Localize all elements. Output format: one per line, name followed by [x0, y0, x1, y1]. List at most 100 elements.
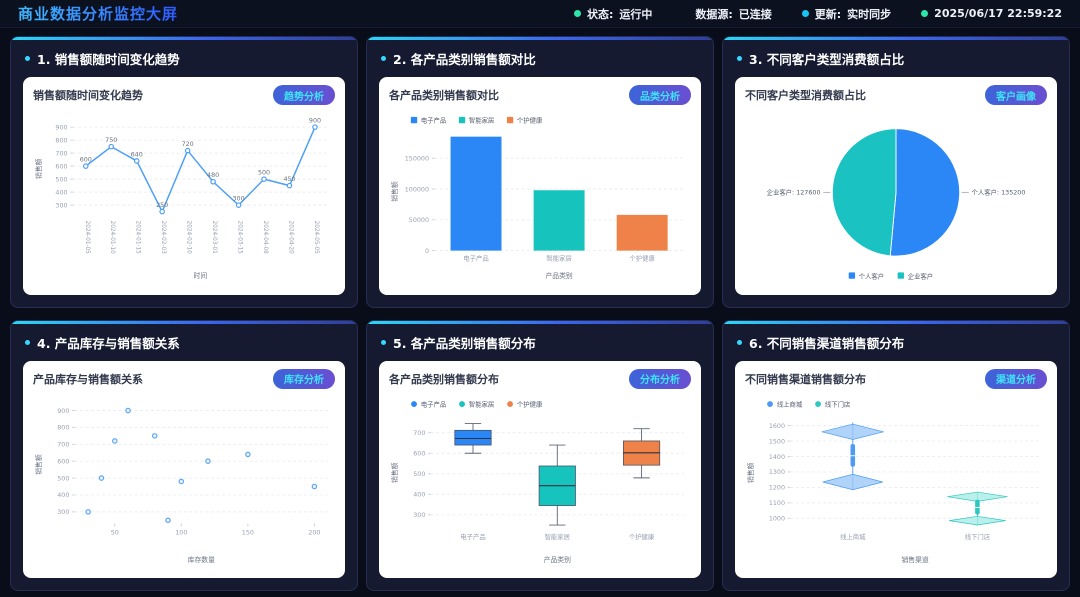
badge-distribution-analysis: 分布分析 — [629, 368, 691, 389]
svg-text:2024-02-03: 2024-02-03 — [160, 221, 166, 255]
svg-text:900: 900 — [309, 118, 321, 125]
svg-text:个护健康: 个护健康 — [517, 115, 543, 124]
svg-text:100: 100 — [175, 529, 187, 536]
svg-text:700: 700 — [55, 150, 67, 157]
svg-text:600: 600 — [55, 163, 67, 170]
svg-text:300: 300 — [413, 512, 425, 519]
badge-inventory-analysis: 库存分析 — [273, 368, 335, 389]
panel-title-category-distribution: 5. 各产品类别销售额分布 — [367, 321, 713, 359]
svg-text:电子产品: 电子产品 — [463, 254, 488, 263]
svg-text:480: 480 — [207, 172, 219, 179]
panel-title-category-comparison: 2. 各产品类别销售额对比 — [367, 37, 713, 75]
svg-text:400: 400 — [57, 492, 69, 499]
chart-card-sales-trend: 销售额随时间变化趋势 趋势分析 300 400 500 600 700 800 900 600… — [23, 77, 345, 295]
badge-customer-profile: 客户画像 — [985, 85, 1047, 105]
svg-text:500: 500 — [57, 475, 69, 482]
svg-text:1200: 1200 — [769, 484, 785, 491]
svg-text:销售额: 销售额 — [746, 462, 755, 483]
status-bar: 状态: 运行中 数据源: 已连接 更新: 实时同步 2025/06/17 22:… — [573, 6, 1062, 22]
svg-text:2024-05-05: 2024-05-05 — [313, 221, 319, 255]
line-chart-svg: 300 400 500 600 700 800 900 600 2024-01-05 750 202… — [34, 118, 328, 280]
status-item-datasource: 数据源: 已连接 — [682, 6, 771, 22]
line-chart[interactable]: 300 400 500 600 700 800 900 600 2024-01-05 750 202… — [33, 107, 335, 291]
violin-chart[interactable]: 线上商城 线下门店 1000 1100 1200 1300 1400 1500 1600 线上商城… — [745, 391, 1047, 575]
svg-text:2024-04-08: 2024-04-08 — [262, 221, 268, 255]
legend-item-box[interactable]: 智能家居 — [459, 399, 494, 408]
bar-chart[interactable]: 电子产品 智能家居 个护健康 0 50000 100000 150000 电子产品 智能家居 个护… — [389, 107, 691, 291]
legend-item-violin[interactable]: 线上商城 — [767, 399, 803, 408]
violin-lobe-线上商城[interactable] — [821, 423, 884, 440]
svg-text:1000: 1000 — [769, 515, 785, 522]
panel-inventory-sales: 4. 产品库存与销售额关系 产品库存与销售额关系 库存分析 300 400 500 6… — [10, 319, 358, 591]
legend-item-box[interactable]: 电子产品 — [411, 399, 446, 408]
bullet-icon — [381, 339, 386, 345]
bullet-icon — [25, 339, 30, 345]
violin-lobe-线上商城[interactable] — [822, 473, 883, 490]
chart-title: 销售额随时间变化趋势 — [33, 89, 143, 102]
legend-item-pie[interactable]: 个人客户 — [848, 271, 884, 280]
svg-text:600: 600 — [413, 450, 425, 457]
legend-item-bar[interactable]: 个护健康 — [506, 115, 543, 124]
svg-text:150: 150 — [242, 529, 254, 536]
svg-text:800: 800 — [57, 424, 69, 431]
svg-text:400: 400 — [55, 189, 67, 196]
chart-title: 不同客户类型消费额占比 — [745, 89, 866, 102]
svg-text:库存数量: 库存数量 — [188, 554, 215, 563]
legend-item-box[interactable]: 个护健康 — [507, 399, 543, 408]
pie-slice[interactable] — [889, 128, 961, 257]
svg-text:智能家居: 智能家居 — [469, 115, 494, 124]
svg-text:个人客户: 个人客户 — [859, 271, 884, 280]
svg-text:2024-01-05: 2024-01-05 — [84, 221, 90, 255]
svg-text:个人客户: 135200: 个人客户: 135200 — [972, 188, 1026, 197]
panel-category-comparison: 2. 各产品类别销售额对比 各产品类别销售额对比 品类分析 电子产品 智能家居 个护… — [366, 36, 714, 308]
page-title: 商业数据分析监控大屏 — [18, 5, 179, 23]
panel-sales-trend: 1. 销售额随时间变化趋势 销售额随时间变化趋势 趋势分析 300 400 500 6… — [10, 36, 358, 308]
dashboard-grid: 1. 销售额随时间变化趋势 销售额随时间变化趋势 趋势分析 300 400 500 6… — [0, 28, 1080, 597]
svg-text:销售额: 销售额 — [34, 158, 43, 179]
svg-text:线下门店: 线下门店 — [965, 532, 990, 541]
legend-item-pie[interactable]: 企业客户 — [897, 271, 933, 280]
bullet-icon — [25, 56, 30, 61]
svg-text:1600: 1600 — [769, 422, 785, 429]
chart-title: 各产品类别销售额对比 — [389, 89, 499, 102]
svg-text:产品类别: 产品类别 — [545, 271, 572, 280]
legend-item-bar[interactable]: 智能家居 — [458, 115, 494, 124]
pie-chart[interactable]: 个人客户: 135200 企业客户: 127600 个人客户 企业客户 — [745, 107, 1047, 291]
svg-text:线上商城: 线上商城 — [777, 399, 803, 408]
svg-text:450: 450 — [283, 176, 295, 183]
chart-card-category-distribution: 各产品类别销售额分布 分布分析 电子产品 智能家居 个护健康 300 400 500 600… — [379, 360, 701, 578]
svg-text:720: 720 — [182, 141, 194, 148]
panel-title-customer-share: 3. 不同客户类型消费额占比 — [723, 37, 1069, 75]
legend-item-bar[interactable]: 电子产品 — [410, 115, 446, 124]
svg-text:500: 500 — [55, 176, 67, 183]
box-电子产品[interactable] — [454, 429, 492, 445]
svg-text:2024-01-15: 2024-01-15 — [135, 221, 141, 255]
bullet-icon — [381, 56, 386, 61]
box-plot-chart[interactable]: 电子产品 智能家居 个护健康 300 400 500 600 700 电子产品 智能家居 个护健康产… — [389, 391, 691, 575]
pie-slice[interactable] — [831, 128, 897, 257]
status-item-running: 状态: 运行中 — [573, 6, 652, 22]
svg-text:1300: 1300 — [769, 469, 785, 476]
svg-text:700: 700 — [413, 430, 425, 437]
scatter-chart[interactable]: 300 400 500 600 700 800 900 50 100 150 200 库存数量 销售额 — [33, 391, 335, 575]
top-header-bar: 商业数据分析监控大屏 状态: 运行中 数据源: 已连接 更新: 实时同步 202… — [0, 0, 1080, 28]
bullet-icon — [737, 339, 742, 345]
chart-title: 产品库存与销售额关系 — [33, 372, 143, 386]
panel-channel-distribution: 6. 不同销售渠道销售额分布 不同销售渠道销售额分布 渠道分析 线上商城 线下门店… — [722, 319, 1070, 591]
svg-text:1100: 1100 — [769, 500, 785, 507]
violin-lobe-线下门店[interactable] — [949, 515, 1006, 525]
legend-item-violin[interactable]: 线下门店 — [815, 399, 850, 408]
svg-text:电子产品: 电子产品 — [460, 532, 485, 541]
svg-text:600: 600 — [57, 458, 69, 465]
svg-text:400: 400 — [413, 491, 425, 498]
violin-lobe-线下门店[interactable] — [947, 491, 1008, 502]
status-label: 状态: — [586, 7, 614, 21]
badge-trend-analysis: 趋势分析 — [273, 85, 335, 105]
svg-text:500: 500 — [413, 471, 425, 478]
svg-text:2024-01-10: 2024-01-10 — [109, 221, 115, 255]
svg-text:200: 200 — [308, 529, 320, 536]
svg-text:销售额: 销售额 — [390, 462, 399, 483]
update-value: 实时同步 — [847, 7, 892, 21]
scatter-chart-svg: 300 400 500 600 700 800 900 50 100 150 200 库存数量 销售额 — [34, 407, 328, 563]
